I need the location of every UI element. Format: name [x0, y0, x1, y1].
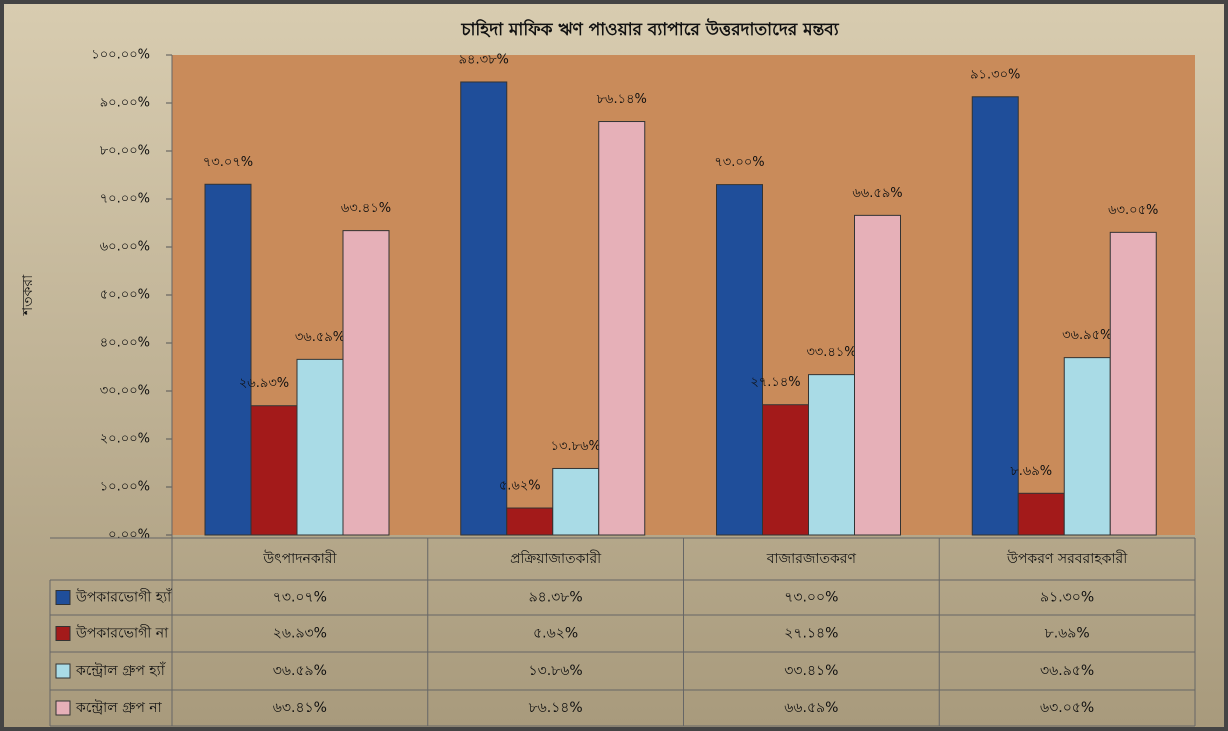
data-label: ৯৪.৩৮% [459, 52, 509, 67]
legend-label: কন্ট্রোল গ্রুপ হ্যাঁ [75, 662, 166, 679]
legend-swatch [55, 700, 71, 716]
data-label: ৬৬.৫৯% [852, 186, 902, 201]
y-tick-label: ৫০.০০% [100, 288, 150, 303]
bar [854, 214, 901, 536]
table-cell: ৩৩.৪১% [784, 663, 838, 679]
x-tick-label: বাজারজাতকরণ [766, 551, 857, 567]
x-tick-label: উৎপাদনকারী [262, 550, 337, 567]
bar [1063, 357, 1111, 536]
table-cell: ৬৬.৫৯% [784, 700, 838, 716]
table-cell: ৭৩.০৭% [273, 590, 327, 606]
legend-swatch [55, 663, 71, 679]
data-label: ৩৬.৫৯% [295, 330, 345, 345]
y-tick-label: ১০.০০% [100, 480, 150, 495]
data-label: ৮৬.১৪% [597, 92, 647, 107]
table-cell: ৮৬.১৪% [529, 700, 583, 716]
bar [808, 374, 855, 536]
data-label: ৫.৬২% [499, 479, 541, 494]
table-cell: ৩৬.৫৯% [273, 663, 327, 679]
table-cell: ৯১.৩০% [1040, 590, 1094, 606]
data-label: ৯১.৩০% [970, 67, 1020, 82]
x-tick-label: উপকরণ সরবরাহকারী [1006, 550, 1128, 567]
table-cell: ৭৩.০০% [784, 590, 838, 606]
bar [506, 507, 554, 536]
table-cell: ২৬.৯৩% [273, 626, 327, 642]
bar [460, 81, 508, 536]
data-label: ৬৩.০৫% [1108, 203, 1158, 218]
data-label: ৭৩.০৭% [203, 155, 253, 170]
y-tick-label: ০.০০% [108, 528, 150, 543]
legend-swatch [55, 590, 71, 605]
bar [250, 405, 298, 536]
table-cell: ৬৩.৪১% [273, 700, 327, 716]
data-label: ৮.৬৯% [1010, 464, 1052, 479]
table-cell: ৬৩.০৫% [1040, 700, 1094, 716]
legend-label: কন্ট্রোল গ্রুপ না [75, 699, 163, 716]
y-tick-label: ৪০.০০% [100, 336, 150, 351]
x-tick-label: প্রক্রিয়াজাতকারী [510, 550, 602, 567]
legend-label: উপকারভোগী না [75, 625, 169, 642]
y-tick-label: ৭০.০০% [100, 192, 150, 207]
data-label: ১৩.৮৬% [551, 439, 601, 454]
table-cell: ৮.৬৯% [1045, 626, 1090, 642]
table-cell: ২৭.১৪% [784, 626, 838, 642]
y-tick-label: ১০০.০০% [91, 48, 150, 63]
bar [1109, 231, 1157, 536]
table-cell: ৫.৬২% [533, 626, 578, 642]
bar [716, 184, 763, 536]
bar [204, 183, 252, 536]
data-label: ২৬.৯৩% [239, 376, 289, 391]
data-label: ২৭.১৪% [750, 375, 800, 390]
y-tick-label: ৮০.০০% [100, 144, 150, 159]
y-axis-title: শতকরা [20, 274, 36, 316]
data-label: ৬৩.৪১% [341, 201, 391, 216]
table-cell: ১৩.৮৬% [529, 663, 583, 679]
chart-title: চাহিদা মাফিক ঋণ পাওয়ার ব্যাপারে উত্তরদা… [460, 18, 839, 40]
y-tick-label: ৩০.০০% [100, 384, 150, 399]
y-tick-label: ৬০.০০% [100, 240, 150, 255]
data-label: ৭৩.০০% [714, 155, 764, 170]
legend-swatch [55, 626, 71, 641]
legend-label: উপকারভোগী হ্যাঁ [75, 589, 172, 606]
bar [598, 121, 646, 536]
bar [342, 230, 390, 536]
y-tick-label: ২০.০০% [100, 432, 150, 447]
bar [762, 404, 809, 536]
bar [1017, 492, 1065, 536]
table-cell: ৯৪.৩৮% [529, 590, 583, 606]
data-label: ৩৬.৯৫% [1062, 328, 1112, 343]
data-label: ৩৩.৪১% [806, 345, 856, 360]
y-tick-label: ৯০.০০% [100, 96, 150, 111]
bar [296, 358, 344, 536]
bar [971, 96, 1019, 536]
table-cell: ৩৬.৯৫% [1040, 663, 1094, 679]
bar [552, 467, 600, 536]
